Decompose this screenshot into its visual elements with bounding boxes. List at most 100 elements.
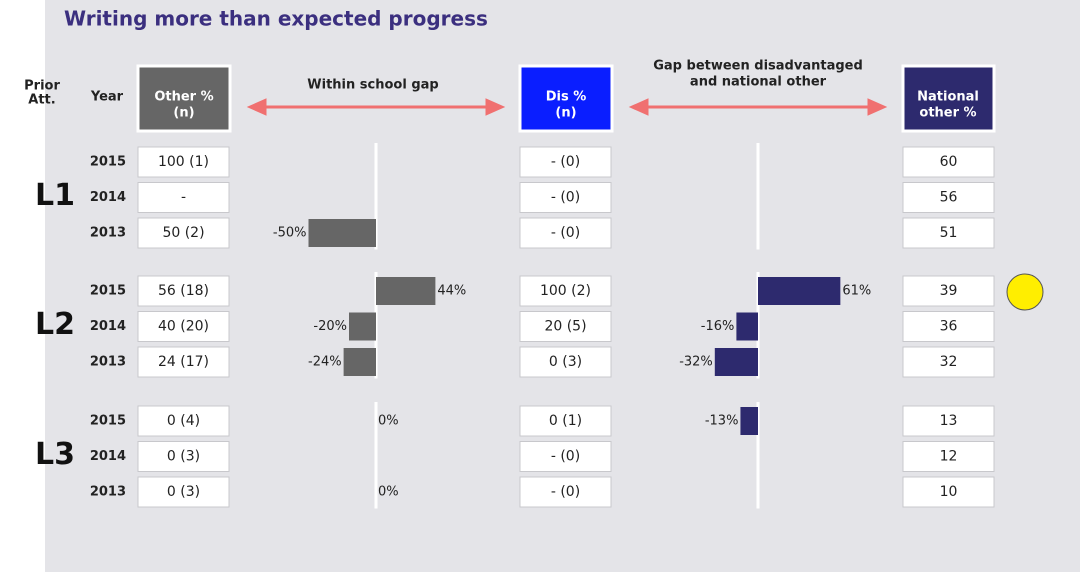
dis-cell — [519, 405, 612, 437]
within-gap-bar — [376, 277, 436, 305]
within-gap-bar — [343, 348, 376, 376]
other-value: 100 (1) — [158, 154, 209, 170]
dis-header: (n) — [555, 106, 576, 121]
within-gap-bar — [308, 219, 376, 247]
prior-header: Att. — [28, 93, 55, 108]
dis-value: - (0) — [551, 154, 580, 170]
national-gap-bar — [736, 312, 758, 341]
level-label: L1 — [35, 178, 75, 213]
national-cell — [902, 405, 995, 437]
national-cell — [902, 311, 995, 342]
national-value: 51 — [940, 225, 958, 241]
other-value: 0 (3) — [167, 484, 200, 500]
other-cell — [137, 275, 230, 307]
other-value: 24 (17) — [158, 354, 209, 370]
arrow-head — [867, 98, 888, 116]
national-value: 13 — [940, 413, 958, 429]
bar-label: -50% — [273, 226, 307, 241]
other-value: 40 (20) — [158, 319, 209, 335]
other-cell — [137, 405, 230, 437]
level-label: L2 — [35, 307, 75, 342]
national-value: 10 — [940, 484, 958, 500]
other-header: Other % — [154, 90, 213, 105]
dis-value: 0 (1) — [549, 413, 582, 429]
other-value: - — [181, 190, 186, 206]
dis-header-box — [518, 64, 614, 133]
bar-label: -16% — [701, 319, 735, 334]
national-cell — [902, 146, 995, 178]
dis-cell — [519, 441, 612, 472]
prior-header: Prior — [24, 79, 60, 94]
dis-cell — [519, 476, 612, 508]
national-value: 32 — [940, 354, 958, 370]
other-cell — [137, 311, 230, 342]
dis-value: - (0) — [551, 484, 580, 500]
arrows — [246, 98, 888, 116]
gap-header: Gap between disadvantaged — [653, 59, 863, 74]
year-label: 2013 — [90, 355, 126, 370]
other-cell — [137, 182, 230, 213]
national-header: National — [917, 90, 979, 105]
other-header: (n) — [173, 106, 194, 121]
bar-label: 0% — [378, 414, 399, 429]
year-label: 2015 — [90, 155, 126, 170]
dis-value: - (0) — [551, 449, 580, 465]
other-value: 0 (4) — [167, 413, 200, 429]
national-cell — [902, 217, 995, 249]
dis-cell — [519, 311, 612, 342]
dis-cell — [519, 275, 612, 307]
dis-cell — [519, 146, 612, 178]
bar-label: -20% — [313, 319, 347, 334]
national-gap-bar — [758, 277, 841, 305]
other-cell — [137, 217, 230, 249]
dis-value: - (0) — [551, 225, 580, 241]
dis-value: 100 (2) — [540, 283, 591, 299]
year-label: 2015 — [90, 414, 126, 429]
dis-value: - (0) — [551, 190, 580, 206]
national-value: 36 — [940, 319, 958, 335]
arrow-head — [628, 98, 649, 116]
national-cell — [902, 441, 995, 472]
bar-label: -32% — [679, 355, 713, 370]
bar-label: -13% — [705, 414, 739, 429]
national-value: 12 — [940, 449, 958, 465]
dis-cell — [519, 217, 612, 249]
dis-value: 20 (5) — [544, 319, 586, 335]
bar-label: -24% — [308, 355, 342, 370]
other-header-box — [136, 64, 232, 133]
year-header: Year — [90, 90, 124, 105]
national-value: 39 — [940, 283, 958, 299]
other-cell — [137, 476, 230, 508]
other-cell — [137, 441, 230, 472]
national-cell — [902, 346, 995, 378]
level-label: L3 — [35, 437, 75, 472]
national-value: 60 — [940, 154, 958, 170]
dis-header: Dis % — [546, 90, 587, 105]
national-cell — [902, 476, 995, 508]
arrow-head — [485, 98, 506, 116]
bar-label: 61% — [842, 284, 871, 299]
year-label: 2013 — [90, 226, 126, 241]
national-header: other % — [919, 106, 976, 121]
national-gap-bar — [714, 348, 758, 376]
other-value: 50 (2) — [162, 225, 204, 241]
within-header: Within school gap — [307, 78, 438, 93]
national-cell — [902, 275, 995, 307]
title: Writing more than expected progress — [64, 7, 488, 31]
gap-header: and national other — [690, 75, 827, 90]
other-cell — [137, 346, 230, 378]
year-label: 2014 — [90, 319, 126, 334]
other-value: 0 (3) — [167, 449, 200, 465]
national-value: 56 — [940, 190, 958, 206]
year-label: 2014 — [90, 449, 126, 464]
bar-label: 44% — [437, 284, 466, 299]
arrow-head — [246, 98, 267, 116]
status-indicator — [1006, 273, 1044, 311]
national-cell — [902, 182, 995, 213]
year-label: 2014 — [90, 190, 126, 205]
year-label: 2015 — [90, 284, 126, 299]
other-value: 56 (18) — [158, 283, 209, 299]
national-gap-bar — [740, 407, 758, 435]
dis-cell — [519, 182, 612, 213]
